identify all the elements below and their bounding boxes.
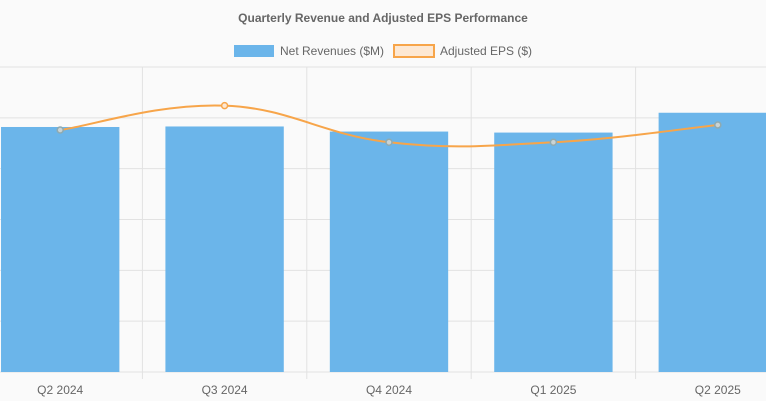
eps-point-q4-2024[interactable] — [385, 138, 393, 146]
x-tick-label: Q2 2025 — [695, 383, 741, 397]
bar-q4-2024[interactable] — [329, 131, 449, 372]
eps-point-q2-2024[interactable] — [56, 126, 64, 134]
bar-q2-2024[interactable] — [1, 126, 120, 372]
x-tick-label: Q1 2025 — [530, 383, 576, 397]
eps-point-q2-2025[interactable] — [714, 121, 722, 129]
legend-label-net-revenues[interactable]: Net Revenues ($M) — [280, 44, 384, 58]
legend-swatch-adjusted-eps[interactable] — [393, 44, 435, 58]
bar-q1-2025[interactable] — [494, 132, 613, 372]
legend: Net Revenues ($M) Adjusted EPS ($) — [234, 44, 532, 58]
bar-series — [1, 112, 766, 372]
x-tick-label: Q2 2024 — [37, 383, 83, 397]
bar-q3-2024[interactable] — [165, 126, 284, 372]
legend-swatch-net-revenues[interactable] — [234, 45, 274, 57]
eps-point-q1-2025[interactable] — [549, 138, 558, 146]
bar-q2-2025[interactable] — [658, 112, 766, 372]
line-series — [56, 101, 722, 148]
x-axis-ticks: Q2 2024 Q3 2024 Q4 2024 Q1 2025 Q2 2025 — [37, 383, 741, 397]
legend-label-adjusted-eps[interactable]: Adjusted EPS ($) — [440, 44, 532, 58]
chart-title: Quarterly Revenue and Adjusted EPS Perfo… — [238, 11, 528, 25]
eps-point-q3-2024[interactable] — [220, 101, 229, 110]
x-tick-label: Q3 2024 — [202, 383, 248, 397]
x-tick-label: Q4 2024 — [366, 383, 412, 397]
